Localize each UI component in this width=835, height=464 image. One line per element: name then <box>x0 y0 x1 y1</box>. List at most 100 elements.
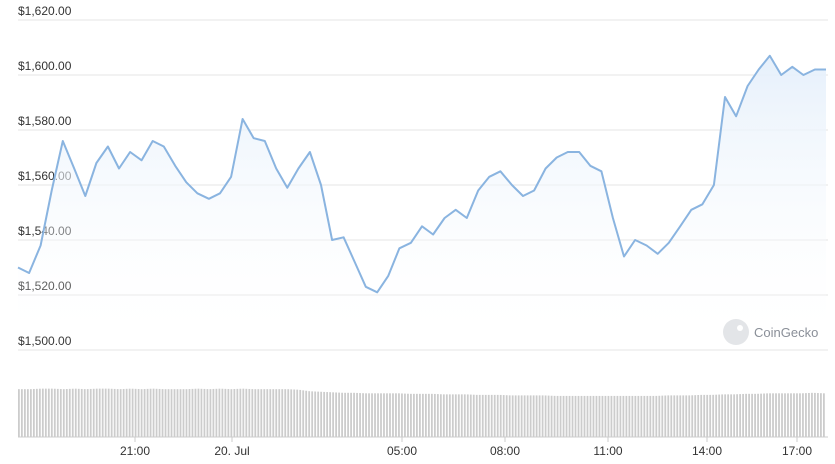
volume-bar <box>290 389 293 437</box>
volume-bar <box>374 393 376 437</box>
volume-bar <box>772 393 774 437</box>
volume-bar <box>263 389 266 437</box>
volume-bar <box>439 394 442 437</box>
volume-bar <box>284 389 287 437</box>
volume-bar <box>496 394 499 437</box>
gecko-logo-icon <box>723 319 749 345</box>
volume-bar <box>811 392 813 437</box>
volume-bar <box>649 395 652 437</box>
volume-bar <box>281 389 284 437</box>
volume-bar <box>469 394 472 437</box>
volume-bar <box>18 389 20 437</box>
volume-bar <box>742 393 744 437</box>
volume-bar <box>353 392 355 437</box>
volume-bar <box>454 394 457 437</box>
volume-bar <box>589 395 592 437</box>
volume-bar <box>257 389 260 437</box>
volume-bar <box>317 391 320 437</box>
volume-bar <box>365 393 367 437</box>
volume-bar <box>736 394 739 437</box>
volume-bar <box>727 394 730 437</box>
volume-bar <box>433 393 436 437</box>
volume-bar <box>808 392 810 437</box>
volume-bar <box>131 388 134 437</box>
volume-bar <box>823 393 825 437</box>
volume-bar <box>341 392 343 437</box>
volume-bar <box>260 389 263 437</box>
volume-bar <box>538 395 541 437</box>
volume-bar <box>658 395 661 437</box>
volume-bar <box>350 392 352 437</box>
volume-bar <box>445 394 448 437</box>
volume-bar <box>532 395 535 437</box>
x-tick-label: 20. Jul <box>214 444 249 458</box>
volume-bar <box>140 389 143 437</box>
volume-bar <box>676 395 679 437</box>
volume-bar <box>308 391 311 437</box>
volume-bar <box>47 388 50 437</box>
volume-bar <box>29 389 32 437</box>
volume-bar <box>544 395 547 437</box>
volume-bar <box>128 388 131 437</box>
volume-bar <box>356 392 358 437</box>
volume-bar <box>526 395 529 437</box>
volume-bar <box>457 394 460 437</box>
volume-bar <box>101 388 104 437</box>
volume-bar <box>362 393 364 437</box>
volume-bar <box>98 388 101 437</box>
volume-bar <box>56 388 59 437</box>
volume-bar <box>326 392 329 437</box>
volume-bar <box>568 395 571 437</box>
volume-bar <box>152 388 155 437</box>
volume-bar <box>185 389 188 437</box>
price-area <box>18 55 826 351</box>
volume-bar <box>793 393 795 437</box>
volume-bar <box>95 388 98 437</box>
volume-bar <box>754 393 756 437</box>
volume-bar <box>574 395 577 437</box>
volume-bar <box>155 388 158 437</box>
volume-bar <box>655 395 658 437</box>
x-tick-label: 21:00 <box>120 444 150 458</box>
volume-bar <box>404 393 406 437</box>
volume-bar <box>32 388 35 437</box>
volume-bar <box>556 395 559 437</box>
volume-bar <box>679 395 682 437</box>
volume-bar <box>68 388 71 437</box>
volume-bar <box>191 388 194 437</box>
watermark-text: CoinGecko <box>754 325 818 340</box>
volume-bar <box>580 395 583 437</box>
volume-bar <box>371 393 373 437</box>
volume-bar <box>805 393 807 437</box>
volume-bar <box>604 395 607 437</box>
y-tick-label: $1,620.00 <box>18 4 72 18</box>
volume-bar <box>436 394 439 437</box>
price-area-fill <box>18 55 826 351</box>
volume-bar <box>239 388 242 437</box>
volume-bar <box>682 395 685 437</box>
volume-bar <box>161 389 164 437</box>
volume-bar <box>625 395 628 437</box>
volume-bar <box>119 389 122 437</box>
volume-bar <box>311 391 314 437</box>
volume-bar <box>23 389 26 437</box>
volume-bar <box>302 390 305 437</box>
volume-bar <box>646 395 649 437</box>
volume-bar <box>158 388 161 437</box>
volume-bar <box>206 389 209 437</box>
volume-bar <box>344 392 346 437</box>
volume-bar <box>125 388 128 437</box>
volume-bar <box>616 395 619 437</box>
volume-bar <box>395 393 397 437</box>
volume-bars <box>18 388 825 437</box>
volume-bar <box>424 393 427 437</box>
volume-bar <box>41 388 44 437</box>
volume-bar <box>410 393 412 437</box>
volume-bar <box>62 389 65 437</box>
volume-bar <box>26 389 29 437</box>
volume-bar <box>305 390 308 437</box>
volume-bar <box>571 395 574 437</box>
volume-bar <box>170 389 173 437</box>
volume-bar <box>631 395 634 437</box>
